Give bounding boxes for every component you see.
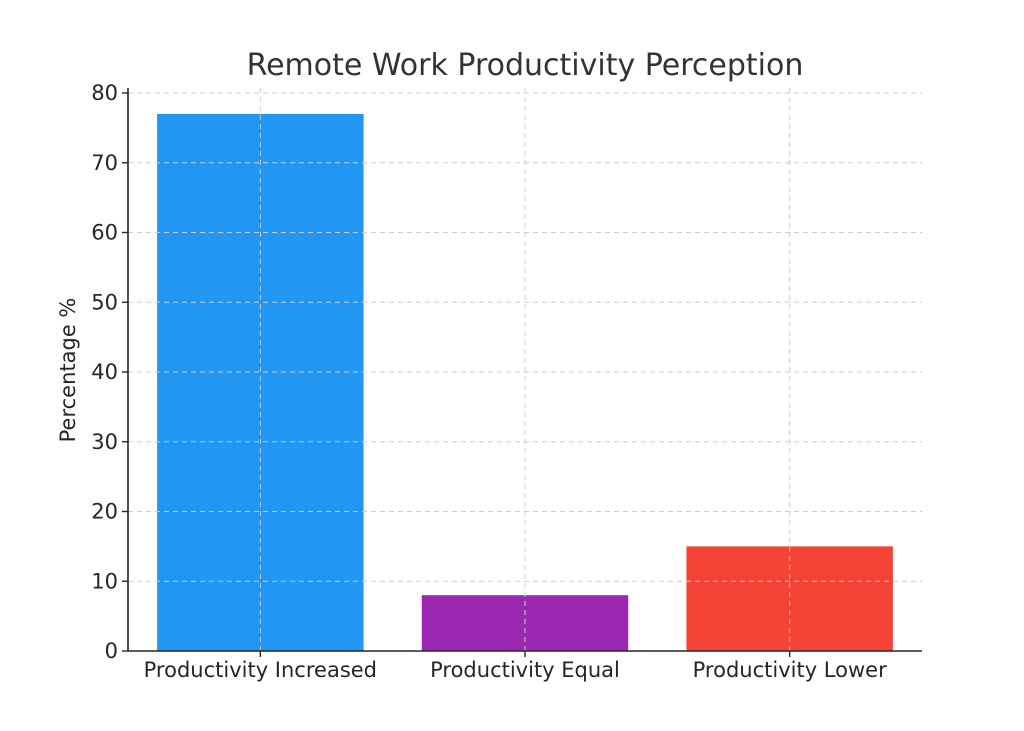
- x-gridlines: [259, 88, 791, 651]
- y-tick-label: 0: [105, 639, 118, 663]
- y-tick-label: 40: [91, 360, 118, 384]
- x-tick-labels: Productivity Increased Productivity Equal…: [144, 651, 887, 682]
- bar: [157, 113, 364, 652]
- chart-title: Remote Work Productivity Perception: [247, 48, 804, 83]
- bar: [686, 546, 893, 651]
- y-tick-label: 10: [91, 569, 118, 593]
- x-tick-label: Productivity Equal: [430, 658, 620, 682]
- y-tick-label: 30: [91, 430, 118, 454]
- y-tick-label: 50: [91, 290, 118, 314]
- x-tick-label: Productivity Lower: [693, 658, 887, 682]
- y-tick-label: 60: [91, 221, 118, 245]
- y-tick-label: 20: [91, 500, 118, 524]
- x-tick-label: Productivity Increased: [144, 658, 377, 682]
- y-tick-label: 80: [91, 81, 118, 105]
- bars: [157, 113, 893, 652]
- y-axis-label: Percentage %: [56, 298, 80, 443]
- y-tick-labels: 0 10 20 30 40 50 60 70 80: [91, 81, 128, 663]
- y-tick-label: 70: [91, 151, 118, 175]
